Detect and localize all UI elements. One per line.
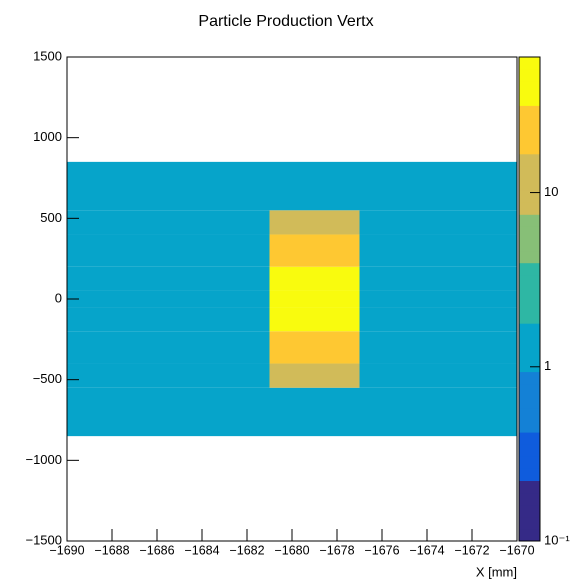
colorbar-step [519,395,540,409]
heatmap-cell [359,234,517,267]
colorbar-step [519,274,540,288]
y-tick-label: 1500 [33,48,62,63]
x-tick-label: −1678 [319,543,354,557]
colorbar-step [519,69,540,82]
heatmap-cell [269,307,360,332]
x-tick-label: −1684 [184,543,219,557]
colorbar-step [519,528,540,542]
heatmap-cell [359,161,517,211]
heatmap-cell [269,331,360,364]
heatmap-cell [67,387,270,437]
y-tick-label: −1000 [25,452,62,467]
colorbar-step [519,347,540,360]
heatmap-cell [67,234,270,267]
colorbar-step [519,516,540,530]
colorbar-tick-label: 10⁻¹ [544,532,570,547]
colorbar-step [519,117,540,131]
heatmap-cell [359,387,517,437]
y-tick-label: 0 [55,290,62,305]
x-tick-label: −1688 [94,543,129,557]
heatmap-cell [359,331,517,364]
x-tick-label: −1680 [274,543,309,557]
heatmap-cell [359,307,517,332]
colorbar-step [519,129,540,143]
x-tick-label: −1672 [454,543,489,557]
heatmap-cell [269,363,360,388]
colorbar-step [519,432,540,445]
heatmap-cell [67,290,270,308]
heatmap-cell [67,307,270,332]
y-tick-label: 1000 [33,129,62,144]
colorbar-step [519,105,540,118]
colorbar-step [519,214,540,227]
colorbar-step [519,93,540,106]
heatmap-cell [269,234,360,267]
x-tick-label: −1686 [139,543,174,557]
colorbar-step [519,262,540,276]
heatmap-cell [67,331,270,364]
colorbar-step [519,141,540,155]
colorbar-step [519,359,540,373]
heatmap-cell [359,266,517,291]
colorbar-step [519,383,540,397]
colorbar-frame [518,56,541,542]
colorbar-step [519,492,540,506]
colorbar-step [519,226,540,239]
colorbar-step [519,323,540,336]
colorbar-step [519,153,540,167]
heatmap-cell [269,290,360,308]
heatmap-cell [67,363,270,388]
colorbar-step [519,456,540,469]
colorbar-step [519,299,540,312]
y-tick-label: −500 [33,371,62,386]
x-tick-label: −1670 [499,543,534,557]
x-tick-label: −1690 [49,543,84,557]
heatmap-cell [359,363,517,388]
colorbar-step [519,371,540,385]
colorbar-tick-label: 1 [544,358,551,373]
colorbar-step [519,81,540,94]
colorbar-step [519,57,540,70]
colorbar-step [519,238,540,252]
colorbar-tick-label: 10 [544,184,558,199]
colorbar-step [519,250,540,264]
colorbar-step [519,286,540,300]
colorbar-step [519,178,540,191]
heatmap-cell [269,387,360,437]
colorbar-step [519,468,540,481]
y-tick-label: 500 [40,210,62,225]
colorbar-step [519,335,540,348]
colorbar-step [519,202,540,215]
colorbar-step [519,311,540,324]
colorbar-step [519,480,540,494]
x-axis-label: X [mm] [476,564,517,579]
heatmap-cell [67,266,270,291]
heatmap-cell [67,161,270,211]
colorbar-step [519,504,540,518]
chart-title: Particle Production Vertx [198,13,373,30]
x-tick-label: −1676 [364,543,399,557]
heatmap-cell [67,210,270,235]
colorbar-step [519,165,540,179]
heatmap-cell [269,161,360,211]
y-tick-label: −1500 [25,532,62,547]
heatmap-cell [269,210,360,235]
colorbar-step [519,420,540,433]
x-tick-label: −1674 [409,543,444,557]
heatmap-cell [359,210,517,235]
heatmap-cell [359,290,517,308]
colorbar-step [519,407,540,421]
colorbar-step [519,444,540,457]
x-tick-label: −1682 [229,543,264,557]
colorbar-step [519,190,540,203]
heatmap-cell [269,266,360,291]
